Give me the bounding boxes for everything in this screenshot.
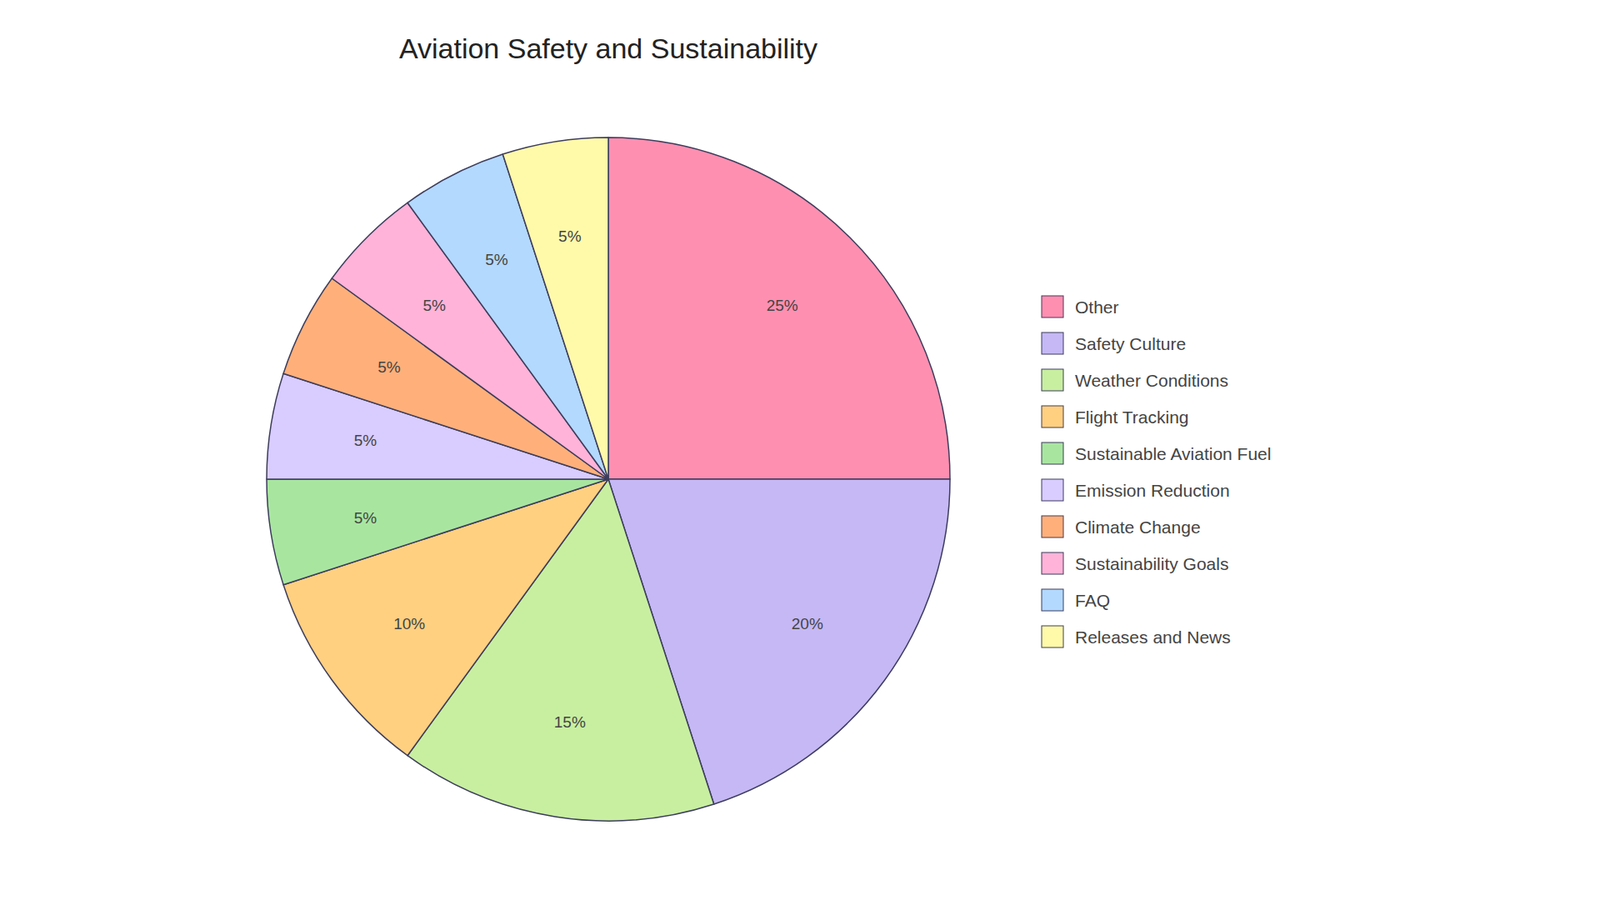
chart-container: Aviation Safety and Sustainability 25% 20%…	[0, 0, 1600, 900]
legend-swatch	[1041, 405, 1064, 428]
legend-label: FAQ	[1075, 590, 1110, 610]
legend-label: Releases and News	[1075, 627, 1231, 647]
legend-label: Safety Culture	[1075, 334, 1186, 354]
pie-slices	[266, 137, 950, 821]
data-label: 20%	[791, 615, 824, 633]
legend-swatch	[1041, 625, 1064, 648]
data-label: 5%	[558, 227, 582, 245]
data-label: 5%	[423, 296, 447, 315]
legend-label: Sustainable Aviation Fuel	[1075, 444, 1271, 464]
legend-label: Weather Conditions	[1075, 370, 1229, 390]
legend-label: Climate Change	[1075, 517, 1201, 537]
legend-label: Other	[1075, 297, 1120, 317]
pie-slice	[266, 479, 609, 585]
legend-swatch	[1041, 515, 1064, 538]
chart-svg: Aviation Safety and Sustainability 25% 20%…	[0, 0, 1600, 900]
data-label: 5%	[354, 431, 378, 450]
legend-swatch	[1041, 332, 1064, 355]
legend-swatch	[1041, 589, 1064, 611]
chart-title: Aviation Safety and Sustainability	[399, 32, 818, 65]
data-label: 5%	[485, 250, 509, 269]
data-label: 15%	[554, 713, 586, 731]
legend-swatch	[1041, 369, 1064, 391]
data-labels: 25% 20% 15% 10% 5% 5% 5% 5% 5% 5%	[354, 227, 824, 731]
legend-swatch	[1041, 552, 1064, 575]
legend-label: Emission Reduction	[1075, 480, 1230, 500]
data-label: 5%	[354, 509, 378, 527]
legend-swatch	[1041, 295, 1064, 318]
legend-swatch	[1041, 442, 1064, 465]
pie-slice	[502, 137, 609, 480]
legend-label: Sustainability Goals	[1075, 554, 1229, 574]
data-label: 25%	[766, 296, 799, 315]
legend-label: Flight Tracking	[1075, 407, 1190, 427]
background	[0, 0, 1600, 900]
legend: Other Safety Culture Weather Conditions Fli…	[1041, 295, 1271, 648]
legend-swatch	[1041, 479, 1064, 501]
data-label: 5%	[377, 358, 401, 376]
data-label: 10%	[393, 615, 425, 633]
pie-slice	[608, 137, 950, 480]
